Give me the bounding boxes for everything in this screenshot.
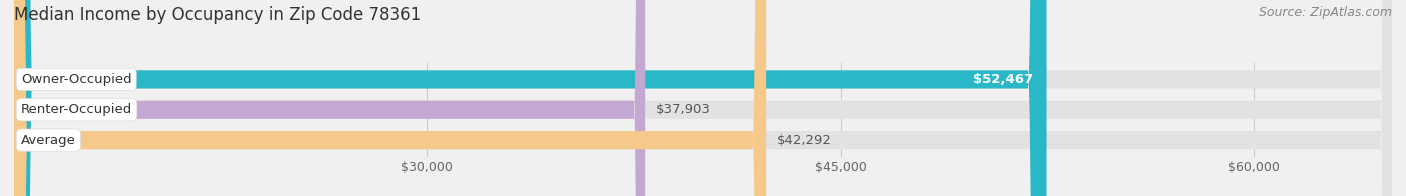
FancyBboxPatch shape — [14, 0, 1392, 196]
FancyBboxPatch shape — [14, 0, 766, 196]
Text: Average: Average — [21, 134, 76, 147]
FancyBboxPatch shape — [14, 0, 645, 196]
Text: Median Income by Occupancy in Zip Code 78361: Median Income by Occupancy in Zip Code 7… — [14, 6, 422, 24]
Text: $52,467: $52,467 — [973, 73, 1033, 86]
Text: $37,903: $37,903 — [657, 103, 711, 116]
Text: Source: ZipAtlas.com: Source: ZipAtlas.com — [1258, 6, 1392, 19]
Text: Renter-Occupied: Renter-Occupied — [21, 103, 132, 116]
FancyBboxPatch shape — [14, 0, 1392, 196]
Text: $42,292: $42,292 — [778, 134, 832, 147]
FancyBboxPatch shape — [14, 0, 1392, 196]
Text: Owner-Occupied: Owner-Occupied — [21, 73, 132, 86]
FancyBboxPatch shape — [14, 0, 1046, 196]
